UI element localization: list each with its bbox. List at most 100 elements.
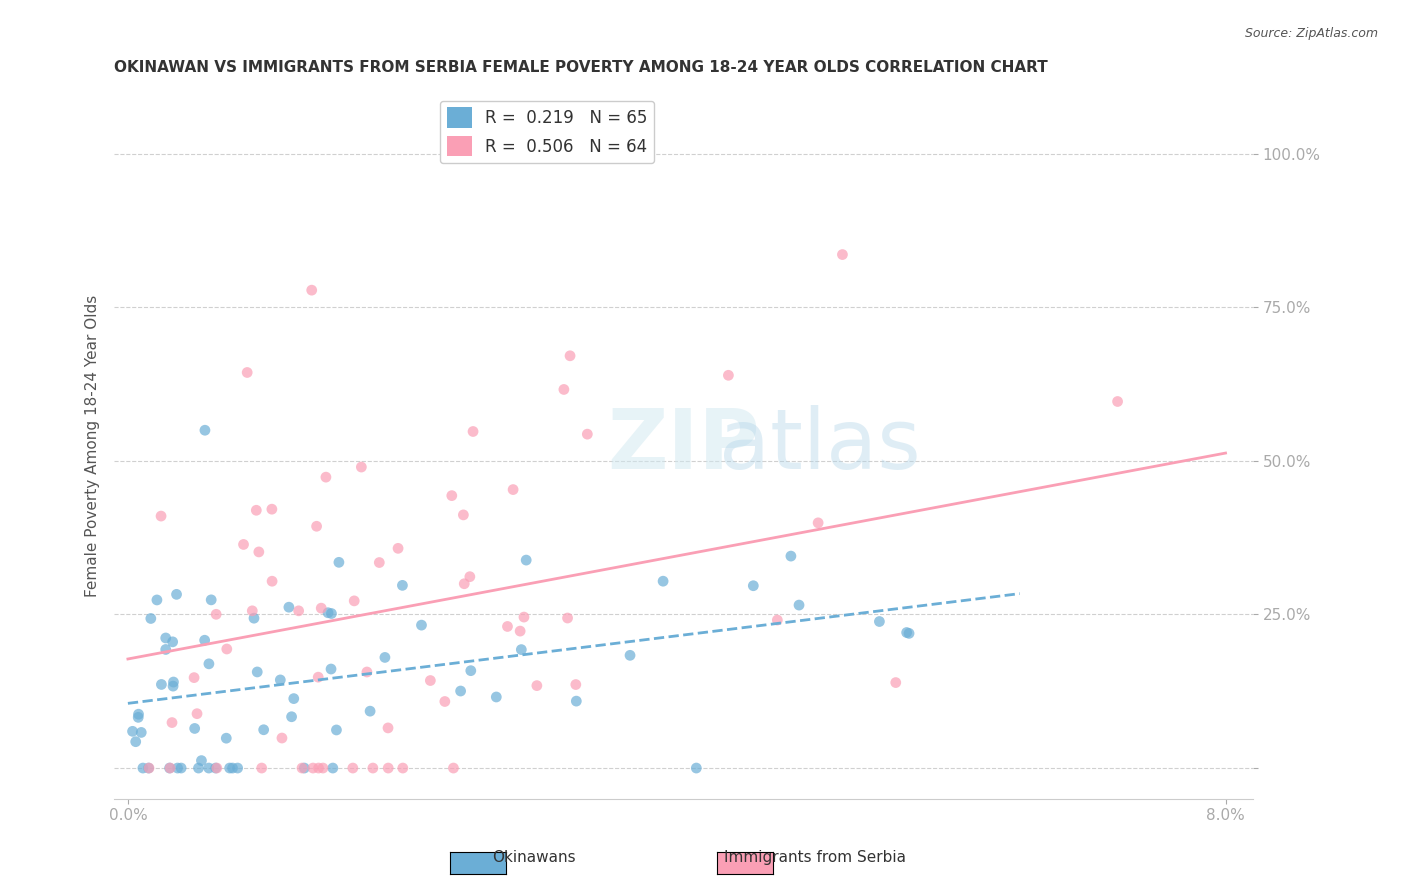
Point [138, 761, 160, 775]
Point [190, 754, 212, 768]
Point [325, 723, 347, 737]
Point [166, 587, 188, 601]
Point [170, 761, 193, 775]
Point [280, 710, 302, 724]
Point [128, 707, 150, 722]
Point [742, 579, 765, 593]
Point [162, 675, 184, 690]
Point [243, 611, 266, 625]
Point [132, 761, 155, 775]
Point [453, 576, 475, 591]
Point [884, 675, 907, 690]
Text: OKINAWAN VS IMMIGRANTS FROM SERBIA FEMALE POVERTY AMONG 18-24 YEAR OLDS CORRELAT: OKINAWAN VS IMMIGRANTS FROM SERBIA FEMAL… [114, 60, 1047, 75]
Point [215, 731, 238, 746]
Point [160, 715, 183, 730]
Point [226, 761, 249, 775]
Point [359, 704, 381, 718]
Point [619, 648, 641, 663]
Point [138, 761, 160, 775]
Point [391, 578, 413, 592]
Point [831, 247, 853, 261]
Point [368, 556, 391, 570]
Point [319, 662, 342, 676]
Point [269, 673, 291, 687]
Point [260, 502, 283, 516]
Point [780, 549, 803, 563]
Point [510, 642, 533, 657]
Point [159, 761, 181, 775]
Point [183, 671, 205, 685]
Point [253, 723, 276, 737]
Point [139, 611, 162, 625]
Text: Source: ZipAtlas.com: Source: ZipAtlas.com [1244, 27, 1378, 40]
Point [291, 761, 314, 775]
Point [183, 722, 205, 736]
Point [565, 694, 588, 708]
Point [458, 570, 481, 584]
Point [205, 761, 228, 775]
Text: ZIP: ZIP [607, 405, 759, 486]
Point [292, 761, 315, 775]
Point [496, 619, 519, 633]
Point [155, 631, 177, 645]
Point [443, 761, 465, 775]
Point [387, 541, 409, 556]
Point [194, 423, 217, 437]
Point [204, 761, 226, 775]
Point [305, 519, 328, 533]
Point [377, 721, 399, 735]
Point [247, 545, 270, 559]
Point [433, 694, 456, 708]
Point [558, 349, 581, 363]
Point [374, 650, 396, 665]
Point [896, 625, 918, 640]
Point [232, 537, 254, 551]
Point [287, 604, 309, 618]
Point [361, 761, 384, 775]
Point [308, 761, 330, 775]
Point [717, 368, 740, 383]
Point [565, 677, 588, 691]
Point [377, 761, 399, 775]
Y-axis label: Female Poverty Among 18-24 Year Olds: Female Poverty Among 18-24 Year Olds [86, 294, 100, 597]
Point [513, 610, 536, 624]
Point [125, 734, 148, 748]
Point [162, 679, 184, 693]
Point [526, 679, 548, 693]
Point [685, 761, 707, 775]
Point [200, 592, 222, 607]
Point [440, 489, 463, 503]
Point [127, 710, 149, 724]
Point [205, 607, 228, 622]
Point [461, 425, 484, 439]
Point [312, 761, 335, 775]
Point [485, 690, 508, 704]
Point [250, 761, 273, 775]
Point [1107, 394, 1129, 409]
Text: atlas: atlas [720, 405, 921, 486]
Point [576, 427, 599, 442]
Point [129, 725, 152, 739]
Point [245, 503, 267, 517]
Point [316, 606, 339, 620]
Legend: R =  0.219   N = 65, R =  0.506   N = 64: R = 0.219 N = 65, R = 0.506 N = 64 [440, 101, 654, 163]
Point [162, 635, 184, 649]
Point [240, 604, 263, 618]
Point [307, 670, 329, 684]
Point [121, 724, 143, 739]
Point [350, 460, 373, 475]
Point [652, 574, 675, 589]
Point [150, 509, 173, 524]
Point [277, 600, 299, 615]
Point [391, 761, 413, 775]
Text: Immigrants from Serbia: Immigrants from Serbia [724, 850, 907, 865]
Point [342, 761, 364, 775]
Point [302, 761, 325, 775]
Point [187, 761, 209, 775]
Point [166, 761, 188, 775]
Point [450, 684, 472, 698]
Point [246, 665, 269, 679]
Text: Okinawans: Okinawans [492, 850, 576, 865]
Point [315, 470, 337, 484]
Point [198, 657, 221, 671]
